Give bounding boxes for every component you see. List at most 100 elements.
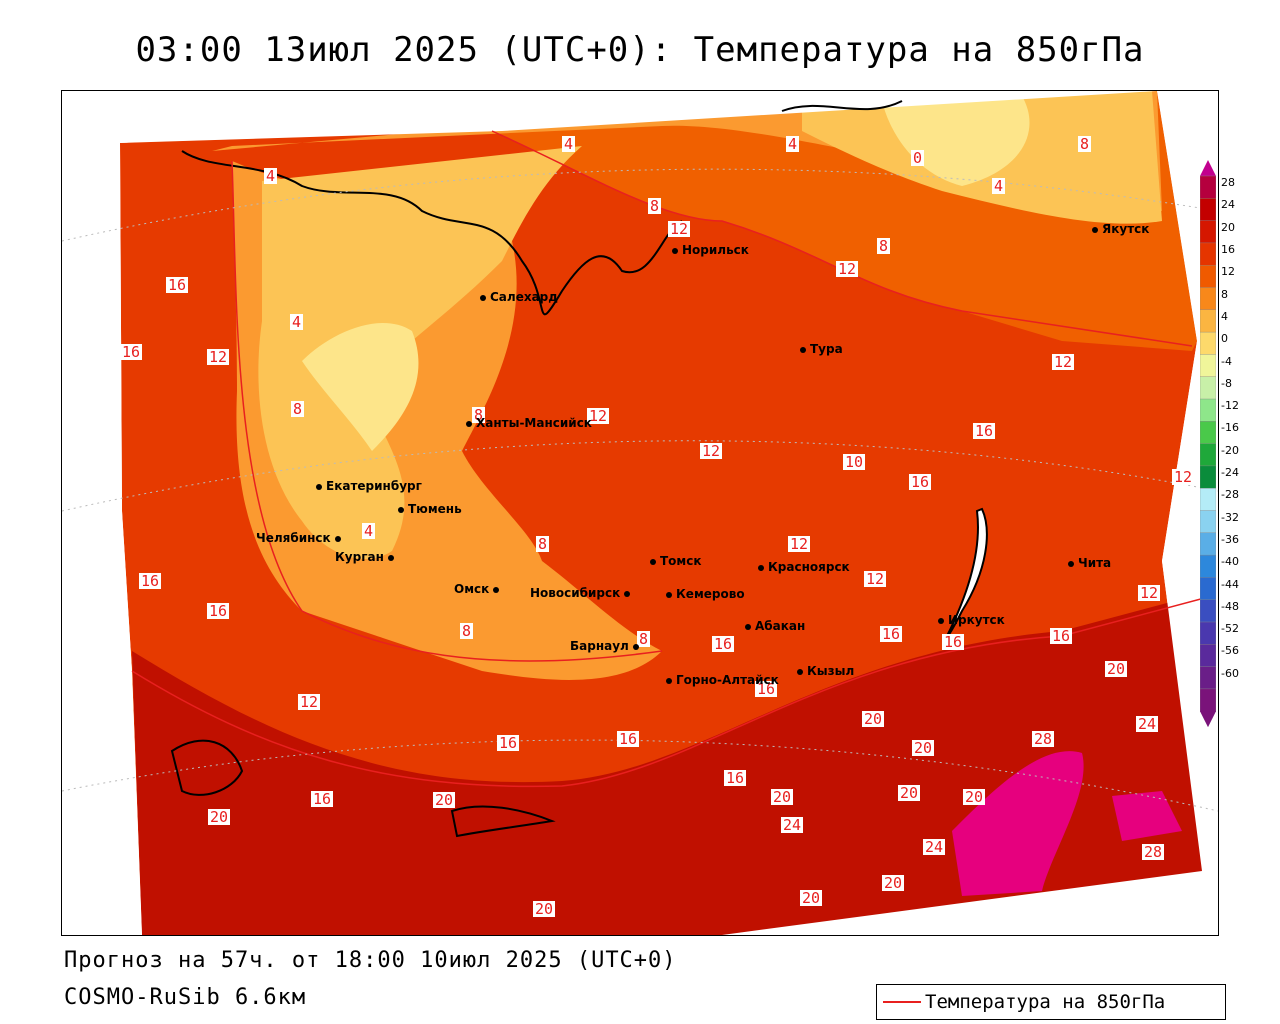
isoline-label: 24 bbox=[781, 816, 804, 834]
colorbar-cell bbox=[1200, 554, 1216, 579]
map-area: 4 4 4 0 4 8 8 12 8 12 16 16 12 4 8 8 12 … bbox=[61, 90, 1219, 936]
isoline-label: 28 bbox=[1032, 730, 1055, 748]
city-marker: Чита bbox=[1068, 556, 1111, 570]
isoline-label: 4 bbox=[562, 135, 576, 153]
city-marker: Тюмень bbox=[398, 502, 462, 516]
temperature-map bbox=[62, 91, 1218, 935]
colorbar-cell bbox=[1200, 599, 1216, 623]
city-marker: Ханты-Мансийск bbox=[466, 416, 592, 430]
city-marker: Кемерово bbox=[666, 587, 745, 601]
city-dot-icon bbox=[316, 483, 322, 490]
city-marker: Якутск bbox=[1092, 222, 1149, 236]
isoline-label: 16 bbox=[120, 343, 143, 361]
isoline-label: 12 bbox=[1138, 584, 1161, 602]
colorbar-bottom-arrow bbox=[1200, 711, 1216, 728]
isoline-label: 8 bbox=[536, 535, 550, 553]
legend-line-icon bbox=[883, 1001, 921, 1003]
city-marker: Томск bbox=[650, 554, 702, 568]
city-dot-icon bbox=[666, 677, 672, 684]
isoline-label: 20 bbox=[208, 808, 231, 826]
city-label: Кемерово bbox=[676, 587, 745, 601]
city-dot-icon bbox=[800, 346, 806, 353]
legend: Температура на 850гПа bbox=[876, 984, 1226, 1020]
colorbar-tick-label: -4 bbox=[1221, 354, 1232, 368]
city-marker: Барнаул bbox=[570, 639, 643, 653]
isoline-label: 16 bbox=[909, 473, 932, 491]
colorbar-tick-label: -28 bbox=[1221, 488, 1239, 502]
city-marker: Тура bbox=[800, 342, 843, 356]
city-marker: Курган bbox=[335, 550, 398, 564]
outside-west bbox=[62, 143, 142, 935]
isoline-label: 20 bbox=[800, 889, 823, 907]
zone-28b bbox=[1112, 791, 1182, 841]
isoline-a bbox=[131, 595, 1213, 788]
city-label: Екатеринбург bbox=[326, 479, 422, 493]
colorbar-cell bbox=[1200, 666, 1216, 690]
city-dot-icon bbox=[1092, 226, 1098, 233]
city-label: Норильск bbox=[682, 243, 749, 257]
isoline-label: 16 bbox=[1050, 627, 1073, 645]
colorbar-cell bbox=[1200, 242, 1216, 266]
isoline-label: 16 bbox=[207, 602, 230, 620]
isoline-label: 16 bbox=[617, 730, 640, 748]
isoline-label: 16 bbox=[311, 790, 334, 808]
isoline-label: 28 bbox=[1142, 843, 1165, 861]
city-label: Чита bbox=[1078, 556, 1112, 570]
city-label: Якутск bbox=[1102, 222, 1150, 236]
model-name: COSMO-RuSib 6.6км bbox=[64, 985, 307, 1010]
colorbar-tick-label: 0 bbox=[1221, 332, 1228, 346]
isoline-label: 16 bbox=[880, 625, 903, 643]
colorbar-top-arrow bbox=[1200, 160, 1216, 176]
isoline-label: 8 bbox=[472, 406, 486, 424]
isoline-label: 8 bbox=[460, 622, 474, 640]
isoline-label: 16 bbox=[973, 422, 996, 440]
city-label: Тура bbox=[810, 342, 843, 356]
isoline-label: 16 bbox=[166, 276, 189, 294]
city-label: Новосибирск bbox=[530, 586, 621, 600]
colorbar-cell bbox=[1200, 198, 1216, 222]
isoline-label: 16 bbox=[712, 635, 735, 653]
colorbar-cell bbox=[1200, 488, 1216, 512]
colorbar-tick-label: 24 bbox=[1221, 198, 1235, 212]
colorbar-cell bbox=[1200, 287, 1216, 311]
isoline-label: 20 bbox=[771, 788, 794, 806]
city-label: Иркутск bbox=[948, 613, 1005, 627]
colorbar-tick-label: -60 bbox=[1221, 666, 1239, 680]
isoline-label: 20 bbox=[898, 784, 921, 802]
colorbar-tick-label: -8 bbox=[1221, 376, 1232, 390]
isoline-label: 4 bbox=[264, 167, 278, 185]
isoline-label: 20 bbox=[882, 874, 905, 892]
colorbar-tick-label: -16 bbox=[1221, 421, 1239, 435]
city-label: Томск bbox=[660, 554, 702, 568]
city-dot-icon bbox=[334, 535, 341, 542]
isoline-label: 16 bbox=[139, 572, 162, 590]
city-label: Барнаул bbox=[570, 639, 629, 653]
isoline-label: 4 bbox=[290, 313, 304, 331]
isoline-label: 20 bbox=[862, 710, 885, 728]
coastline bbox=[181, 150, 683, 316]
city-dot-icon bbox=[745, 623, 751, 630]
city-dot-icon bbox=[624, 590, 631, 597]
colorbar-cell bbox=[1200, 510, 1216, 534]
colorbar-cell bbox=[1200, 354, 1216, 378]
isoline-label: 8 bbox=[877, 237, 891, 255]
colorbar-tick-label: 8 bbox=[1221, 287, 1228, 301]
isoline-label: 8 bbox=[1078, 135, 1092, 153]
colorbar bbox=[1200, 160, 1216, 728]
city-marker: Абакан bbox=[745, 619, 805, 633]
city-label: Омск bbox=[454, 582, 490, 596]
isoline-label: 8 bbox=[637, 630, 651, 648]
city-label: Тюмень bbox=[408, 502, 462, 516]
isoline-label: 4 bbox=[992, 177, 1006, 195]
colorbar-cell bbox=[1200, 621, 1216, 645]
city-marker: Челябинск bbox=[256, 531, 345, 545]
colorbar-cell bbox=[1200, 220, 1216, 244]
city-dot-icon bbox=[466, 420, 472, 427]
city-dot-icon bbox=[398, 506, 404, 513]
city-label: Горно-Алтайск bbox=[676, 673, 779, 687]
city-label: Ханты-Мансийск bbox=[476, 416, 592, 430]
isoline-label: 12 bbox=[207, 348, 230, 366]
isoline-label: 4 bbox=[786, 135, 800, 153]
city-dot-icon bbox=[480, 294, 486, 301]
isoline-label: 8 bbox=[291, 400, 305, 418]
